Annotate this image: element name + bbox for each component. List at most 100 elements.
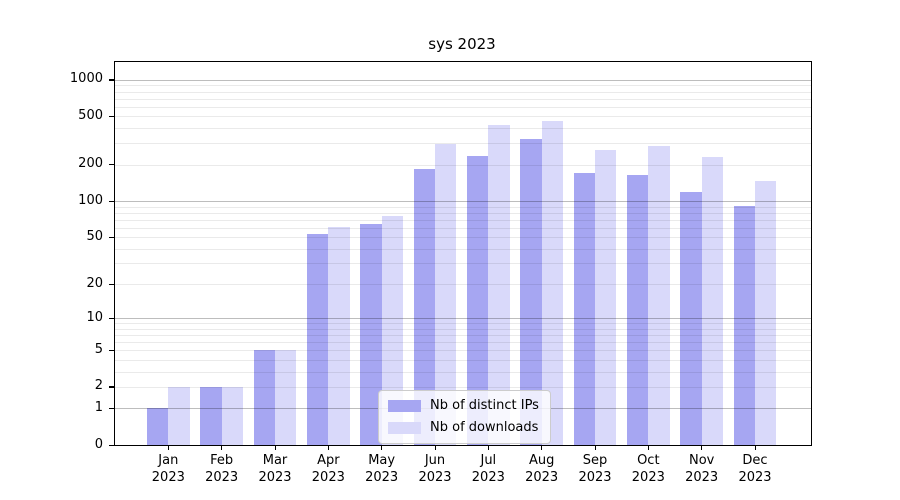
x-tick-month: Jun: [424, 453, 446, 468]
x-tick-month: Nov: [688, 453, 715, 468]
gridline-700: [115, 98, 811, 100]
gridline-8: [115, 328, 811, 330]
x-tick-mark-mar: [274, 446, 276, 450]
legend-item-distinct-ips: Nb of distinct IPs: [388, 398, 541, 413]
gridline-1000: [115, 79, 811, 81]
x-tick-mark-jul: [487, 446, 490, 450]
x-tick-mark-apr: [327, 446, 330, 450]
x-tick-year: 2023: [418, 470, 452, 485]
gridline-4: [115, 359, 811, 361]
x-tick-month: Feb: [210, 453, 234, 468]
gridline-100: [115, 201, 811, 203]
x-tick-month: Oct: [637, 453, 660, 468]
x-tick-year: 2023: [205, 470, 239, 485]
gridline-40: [115, 248, 811, 250]
gridline-6: [115, 342, 811, 344]
bar-nb-of-downloads-apr-2023: [328, 226, 350, 445]
y-tick-label-500: 500: [78, 107, 103, 123]
x-tick-label-mar: Mar 2023: [239, 452, 311, 486]
x-tick-label-jul: Jul 2023: [452, 452, 524, 486]
x-tick-label-aug: Aug 2023: [506, 452, 578, 486]
y-tick-mark-100: [109, 200, 114, 202]
x-tick-mark-sep: [594, 446, 596, 450]
x-tick-label-nov: Nov 2023: [666, 452, 738, 486]
gridline-80: [115, 212, 811, 214]
x-tick-year: 2023: [311, 470, 345, 485]
y-tick-mark-200: [109, 164, 114, 166]
y-tick-label-100: 100: [78, 192, 103, 208]
x-tick-month: Apr: [317, 453, 340, 468]
gridline-20: [115, 284, 811, 286]
bar-nb-of-downloads-jul-2023: [488, 125, 510, 445]
x-tick-month: Sep: [582, 453, 608, 468]
x-tick-label-sep: Sep 2023: [559, 452, 631, 486]
gridline-200: [115, 164, 811, 166]
x-tick-year: 2023: [365, 470, 399, 485]
gridline-60: [115, 227, 811, 229]
x-tick-mark-nov: [701, 446, 703, 450]
gridlines-layer: [115, 62, 811, 445]
x-tick-year: 2023: [685, 470, 719, 485]
gridline-30: [115, 263, 811, 265]
gridline-400: [115, 128, 811, 130]
gridline-3: [115, 371, 811, 373]
bar-nb-of-distinct-ips-jan-2023: [146, 408, 169, 445]
bar-nb-of-distinct-ips-mar-2023: [253, 350, 275, 445]
y-tick-label-5: 5: [94, 341, 103, 357]
legend-swatch-distinct-ips: [388, 399, 421, 412]
x-tick-label-oct: Oct 2023: [612, 452, 684, 486]
y-tick-label-0: 0: [94, 436, 103, 452]
x-tick-label-jan: Jan 2023: [132, 452, 204, 486]
bar-nb-of-downloads-nov-2023: [701, 156, 724, 445]
bar-nb-of-distinct-ips-feb-2023: [200, 386, 222, 445]
legend: Nb of distinct IPs Nb of downloads: [378, 390, 551, 444]
legend-item-downloads: Nb of downloads: [388, 420, 541, 435]
x-tick-mark-oct: [647, 446, 650, 450]
bar-nb-of-downloads-jun-2023: [435, 144, 457, 445]
bar-nb-of-distinct-ips-nov-2023: [680, 191, 702, 445]
bar-nb-of-distinct-ips-aug-2023: [520, 139, 542, 445]
x-tick-label-feb: Feb 2023: [186, 452, 258, 486]
x-tick-year: 2023: [631, 470, 665, 485]
x-tick-year: 2023: [258, 470, 292, 485]
plot-area: [114, 61, 812, 446]
x-tick-month: Jan: [158, 453, 179, 468]
y-tick-mark-0: [109, 444, 114, 446]
x-tick-mark-jun: [434, 446, 436, 450]
gridline-90: [115, 206, 811, 208]
x-tick-mark-jan: [167, 446, 170, 450]
x-tick-month: Aug: [528, 453, 555, 468]
x-tick-label-apr: Apr 2023: [292, 452, 364, 486]
bar-nb-of-downloads-oct-2023: [648, 146, 670, 445]
gridline-2: [115, 386, 811, 388]
chart-title: sys 2023: [428, 35, 496, 53]
y-tick-mark-20: [109, 283, 114, 285]
x-tick-year: 2023: [738, 470, 772, 485]
bar-nb-of-downloads-sep-2023: [595, 149, 617, 445]
bar-nb-of-distinct-ips-jul-2023: [466, 155, 489, 445]
x-tick-year: 2023: [578, 470, 612, 485]
y-tick-label-1: 1: [94, 399, 103, 415]
bar-nb-of-distinct-ips-may-2023: [360, 223, 382, 445]
x-tick-year: 2023: [471, 470, 505, 485]
y-tick-label-10: 10: [86, 309, 103, 325]
y-tick-label-1000: 1000: [69, 71, 103, 87]
gridline-300: [115, 143, 811, 145]
gridline-800: [115, 91, 811, 93]
x-tick-year: 2023: [151, 470, 185, 485]
bar-nb-of-distinct-ips-oct-2023: [626, 175, 649, 445]
x-tick-year: 2023: [525, 470, 559, 485]
y-tick-mark-50: [109, 236, 114, 238]
gridline-50: [115, 237, 811, 239]
gridline-7: [115, 335, 811, 337]
legend-swatch-downloads: [388, 421, 421, 434]
y-tick-mark-1000: [109, 79, 114, 81]
bar-nb-of-downloads-feb-2023: [221, 386, 244, 445]
y-tick-mark-2: [109, 386, 114, 388]
legend-label: Nb of distinct IPs: [430, 398, 539, 413]
bar-nb-of-downloads-jan-2023: [168, 386, 190, 445]
y-tick-label-50: 50: [86, 228, 103, 244]
y-tick-mark-500: [109, 115, 114, 118]
x-tick-label-dec: Dec 2023: [719, 452, 791, 486]
gridline-900: [115, 85, 811, 87]
